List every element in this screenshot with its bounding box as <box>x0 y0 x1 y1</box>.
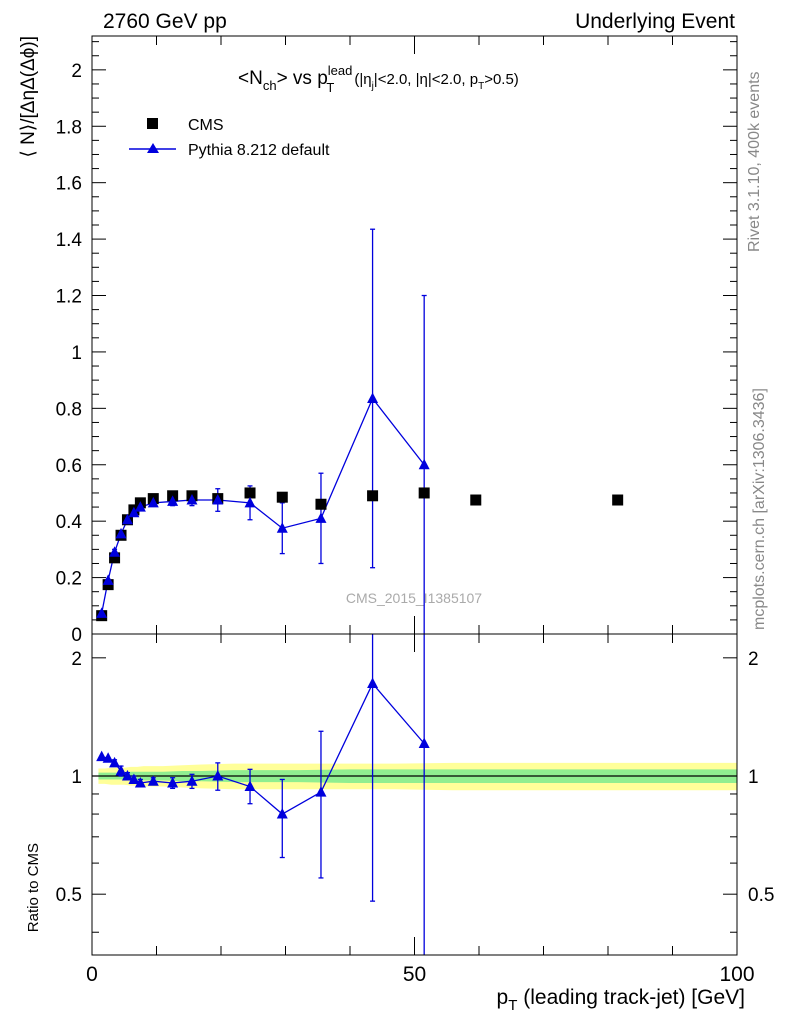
x-axis-label: pT (leading track-jet) [GeV] <box>497 986 745 1014</box>
x-label-sub: T <box>508 997 517 1014</box>
ratio-point <box>276 808 288 819</box>
title-cuts2: |<2.0, |η|<2.0, p <box>374 71 478 88</box>
legend: CMS Pythia 8.212 default <box>129 117 330 159</box>
main-plot-marks <box>96 228 624 634</box>
mc-point <box>276 522 288 533</box>
x-tick-label: 100 <box>719 963 754 986</box>
ratio-line <box>101 682 425 815</box>
x-tick-label: 50 <box>403 963 426 986</box>
cms-point <box>367 490 379 502</box>
main-y-tick-label: 1.2 <box>56 287 82 308</box>
ratio-point <box>418 737 430 749</box>
mc-point <box>212 494 224 505</box>
main-y-tick-label: 1.8 <box>56 117 82 138</box>
mc-point <box>115 527 127 539</box>
cms-point <box>244 487 256 499</box>
ratio-point <box>147 775 159 786</box>
main-y-tick-label: 1 <box>71 343 82 364</box>
cms-point <box>315 498 327 510</box>
plot-title: <Nch> vs plead T (|ηj|<2.0, |η|<2.0, pT>0.… <box>238 63 519 95</box>
x-label-rest: (leading track-jet) [GeV] <box>517 986 745 1009</box>
header-right: Underlying Event <box>575 10 735 33</box>
main-y-tick-label: 0 <box>71 625 82 646</box>
title-p-sup: lead <box>328 63 353 78</box>
ratio-band <box>92 762 737 791</box>
ratio-point <box>244 780 256 792</box>
legend-cms-label: CMS <box>188 117 224 134</box>
legend-cms-marker <box>147 118 158 129</box>
mc-point <box>147 496 159 508</box>
title-main: <N <box>238 68 263 89</box>
mc-point <box>134 501 146 512</box>
ratio-point <box>96 750 108 762</box>
legend-mc-label: Pythia 8.212 default <box>188 142 330 159</box>
ratio-point <box>128 773 140 784</box>
ratio-y-tick-label-right: 0.5 <box>748 885 774 906</box>
mc-line <box>101 397 425 614</box>
main-y-tick-label: 0.8 <box>56 399 82 420</box>
y-axis-label-top: ⟨ N⟩/[ΔηΔ(Δϕ)] <box>18 36 39 158</box>
main-y-tick-label: 0.4 <box>56 512 83 533</box>
cms-point <box>470 494 482 506</box>
ratio-frame <box>91 633 738 956</box>
ratio-point <box>134 776 146 788</box>
title-main-sub: ch <box>263 78 277 93</box>
mc-point <box>367 392 379 403</box>
cms-point <box>109 552 121 564</box>
mc-point <box>167 495 179 506</box>
title-cuts-sub: j <box>371 81 374 92</box>
mc-point <box>418 458 430 470</box>
mcplots-label: mcplots.cern.ch [arXiv:1306.3436] <box>751 388 768 630</box>
ratio-point <box>167 776 179 788</box>
main-y-tick-label: 0.6 <box>56 456 82 477</box>
title-cuts: (|η <box>354 71 371 88</box>
ratio-point <box>186 775 198 786</box>
rivet-label: Rivet 3.1.10, 400k events <box>746 71 763 252</box>
ratio-axis-ticks: 0.5 0.5 1 1 2 2 0 50 100 <box>56 634 774 986</box>
mc-point <box>315 512 327 523</box>
ratio-point <box>121 770 133 781</box>
mc-point <box>121 513 133 525</box>
y-axis-label-bottom: Ratio to CMS <box>25 843 42 932</box>
ratio-point <box>212 770 224 781</box>
cms-point <box>612 494 624 506</box>
ratio-y-tick-label: 1 <box>71 767 82 788</box>
mc-point <box>102 574 114 585</box>
cms-point <box>418 487 430 499</box>
x-label-p: p <box>497 986 509 1009</box>
title-cuts-sub2: T <box>478 81 484 92</box>
analysis-ref: CMS_2015_I1385107 <box>346 590 482 606</box>
cms-point <box>276 491 288 503</box>
main-y-tick-label: 0.2 <box>56 569 82 590</box>
ratio-point <box>315 786 327 797</box>
title-p-sub: T <box>326 80 334 95</box>
ratio-y-tick-label: 2 <box>71 649 82 670</box>
mc-point <box>109 546 121 557</box>
mc-point <box>186 494 198 505</box>
mc-point <box>244 496 256 508</box>
ratio-point <box>367 677 379 689</box>
mc-point <box>128 506 140 518</box>
ratio-point <box>115 764 127 776</box>
main-y-tick-label: 1.6 <box>56 174 82 195</box>
ratio-y-tick-label-right: 2 <box>748 649 759 670</box>
mc-point <box>96 607 108 618</box>
legend-mc-marker <box>147 143 159 153</box>
title-vs: > vs p <box>277 68 328 89</box>
main-y-tick-label: 2 <box>71 61 82 82</box>
ratio-y-tick-label-right: 1 <box>748 767 759 788</box>
ratio-plot-marks <box>96 634 430 955</box>
ratio-point <box>102 752 114 763</box>
header-left: 2760 GeV pp <box>103 10 227 33</box>
main-y-tick-label: 1.4 <box>56 230 83 251</box>
title-cuts3: >0.5) <box>484 71 519 88</box>
x-tick-label: 0 <box>86 963 98 986</box>
ratio-y-tick-label: 0.5 <box>56 885 82 906</box>
ratio-point <box>109 756 121 768</box>
